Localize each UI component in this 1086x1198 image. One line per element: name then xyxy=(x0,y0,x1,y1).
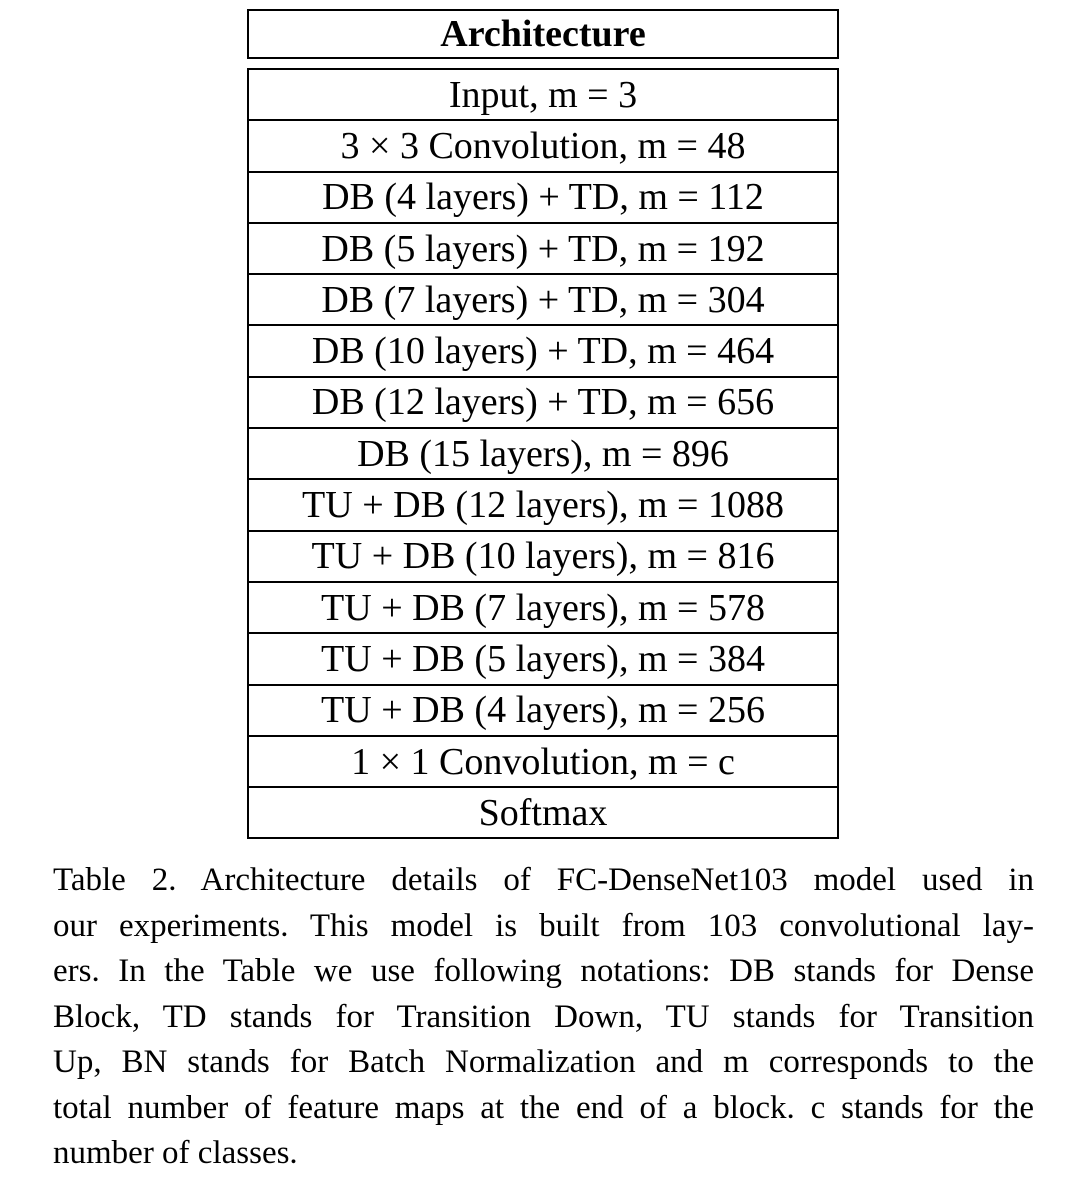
table-row: TU + DB (4 layers), m = 256 xyxy=(249,686,837,737)
table-cell: 3 × 3 Convolution, m = 48 xyxy=(340,124,746,167)
table-cell: DB (12 layers) + TD, m = 656 xyxy=(311,381,775,424)
table-cell: Softmax xyxy=(478,791,608,834)
caption-line: Block, TD stands for Transition Down, TU… xyxy=(53,998,1034,1035)
table-cell: DB (4 layers) + TD, m = 112 xyxy=(322,176,764,219)
table-cell: DB (15 layers), m = 896 xyxy=(357,432,729,475)
table-row: DB (7 layers) + TD, m = 304 xyxy=(249,275,837,327)
table-row: DB (5 layers) + TD, m = 192 xyxy=(249,224,837,276)
table-cell: TU + DB (7 layers), m = 578 xyxy=(321,586,765,629)
table-row: 3 × 3 Convolution, m = 48 xyxy=(249,121,837,173)
table-cell: TU + DB (5 layers), m = 384 xyxy=(321,637,765,680)
table-cell: DB (7 layers) + TD, m = 304 xyxy=(321,278,765,321)
table-row: Softmax xyxy=(249,788,837,840)
table-body: Input, m = 3 3 × 3 Convolution, m = 48 D… xyxy=(247,68,839,840)
table-row: DB (15 layers), m = 896 xyxy=(249,429,837,481)
table-cell: 1 × 1 Convolution, m = c xyxy=(351,740,735,783)
table-cell: TU + DB (12 layers), m = 1088 xyxy=(302,484,784,527)
table-cell: DB (10 layers) + TD, m = 464 xyxy=(311,330,775,373)
caption-line: total number of feature maps at the end … xyxy=(53,1089,1034,1126)
table-row: DB (10 layers) + TD, m = 464 xyxy=(249,326,837,378)
table-cell: Input, m = 3 xyxy=(448,73,638,116)
table-row: DB (12 layers) + TD, m = 656 xyxy=(249,378,837,430)
table-caption: Table 2. Architecture details of FC-Dens… xyxy=(53,858,1034,1177)
table-cell: TU + DB (4 layers), m = 256 xyxy=(321,689,765,732)
table-row: Input, m = 3 xyxy=(249,70,837,122)
caption-line: ers. In the Table we use following notat… xyxy=(53,953,1034,989)
table-cell: TU + DB (10 layers), m = 816 xyxy=(311,535,775,578)
table-row: 1 × 1 Convolution, m = c xyxy=(249,737,837,789)
caption-line: our experiments. This model is built fro… xyxy=(53,907,1034,944)
table-row: TU + DB (7 layers), m = 578 xyxy=(249,583,837,635)
architecture-table: Architecture Input, m = 3 3 × 3 Convolut… xyxy=(247,9,839,840)
caption-line: Table 2. Architecture details of FC-Dens… xyxy=(53,862,1034,898)
table-row: DB (4 layers) + TD, m = 112 xyxy=(249,173,837,224)
table-row: TU + DB (5 layers), m = 384 xyxy=(249,634,837,686)
caption-line: Up, BN stands for Batch Normalization an… xyxy=(53,1044,1034,1080)
table-header-label: Architecture xyxy=(440,13,646,55)
table-header: Architecture xyxy=(247,9,839,59)
table-row: TU + DB (10 layers), m = 816 xyxy=(249,532,837,583)
table-row: TU + DB (12 layers), m = 1088 xyxy=(249,480,837,532)
caption-line: number of classes. xyxy=(53,1135,298,1171)
table-cell: DB (5 layers) + TD, m = 192 xyxy=(321,227,765,270)
